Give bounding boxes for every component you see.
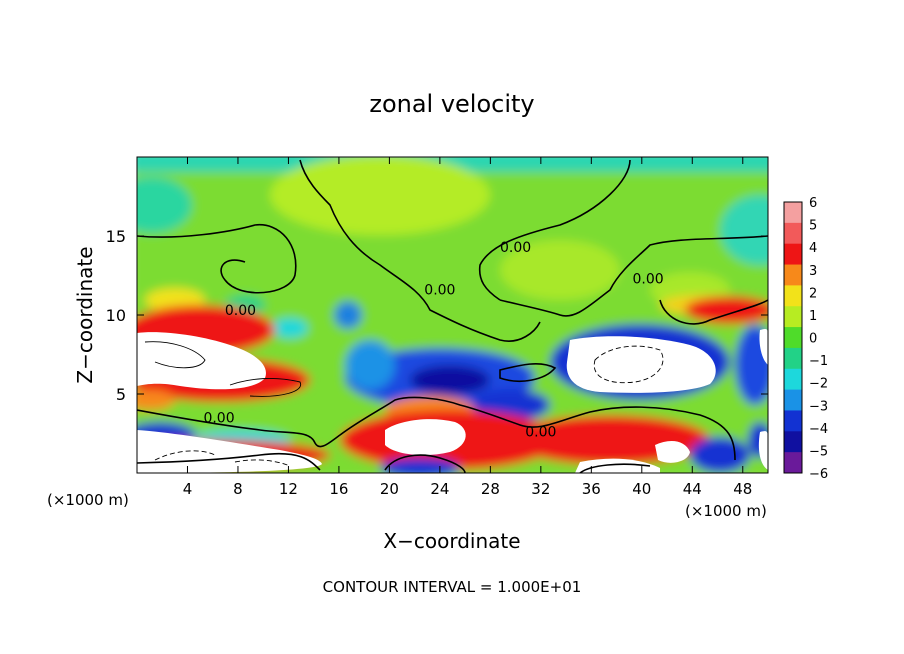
colorbar-label: −6 (809, 467, 828, 482)
colorbar-swatch (784, 389, 802, 411)
x-tick-label: 24 (430, 480, 449, 498)
x-tick-label: 48 (733, 480, 752, 498)
colorbar-label: 5 (809, 219, 817, 234)
contour-interval-note: CONTOUR INTERVAL = 1.000E+01 (323, 578, 582, 596)
x-unit-left: (×1000 m) (47, 491, 129, 509)
colorbar-label: 0 (809, 332, 817, 347)
colorbar-label: 1 (809, 309, 817, 324)
colorbar-swatch (784, 431, 802, 453)
contour-label: 0.00 (525, 425, 556, 441)
x-tick-label: 44 (683, 480, 702, 498)
y-tick-label: 10 (106, 306, 126, 325)
x-tick-label: 8 (233, 480, 243, 498)
contour-label: 0.00 (500, 240, 531, 256)
colorbar-swatch (784, 306, 802, 328)
colorbar-label: −2 (809, 377, 828, 392)
y-axis: 5 10 15 (106, 227, 768, 404)
colorbar-swatch (784, 327, 802, 349)
x-unit-right: (×1000 m) (685, 502, 767, 520)
x-axis: 4 8 12 16 20 24 28 32 36 40 44 48 (183, 157, 752, 498)
colorbar-label: −5 (809, 444, 828, 459)
colorbar-label: 3 (809, 264, 817, 279)
colorbar-swatch (784, 452, 802, 474)
colorbar-label: 2 (809, 286, 817, 301)
contours-thin (144, 341, 302, 397)
colorbar-swatch (784, 202, 802, 224)
y-tick-label: 5 (116, 385, 126, 404)
colorbar-swatch (784, 347, 802, 370)
zero-contours (137, 159, 768, 473)
colorbar-label: 6 (809, 196, 817, 211)
x-tick-label: 12 (279, 480, 298, 498)
colorbar-label: −4 (809, 422, 828, 437)
colorbar: 6 5 4 3 2 1 0 −1 −2 −3 −4 −5 −6 (783, 196, 828, 482)
y-axis-label: Z−coordinate (73, 246, 97, 383)
x-tick-label: 16 (329, 480, 348, 498)
contour-label: 0.00 (633, 271, 664, 287)
velocity-field (137, 157, 768, 473)
contour-label: 0.00 (203, 410, 234, 426)
colorbar-label: 4 (809, 241, 817, 256)
colorbar-swatch (784, 368, 802, 391)
x-tick-label: 40 (632, 480, 651, 498)
colorbar-swatch (784, 410, 802, 432)
colorbar-label: −3 (809, 399, 828, 414)
x-tick-label: 32 (531, 480, 550, 498)
chart-title: zonal velocity (369, 90, 534, 118)
contour-label: 0.00 (225, 303, 256, 319)
y-tick-label: 15 (106, 227, 126, 246)
colorbar-frame (783, 201, 803, 474)
contours-dashed (154, 345, 664, 467)
x-tick-label: 4 (183, 480, 193, 498)
x-tick-label: 28 (481, 480, 500, 498)
plot-area: 0.00 0.00 0.00 0.00 0.00 0.00 (137, 157, 768, 473)
contour-label: 0.00 (424, 282, 455, 298)
colorbar-swatch (784, 243, 802, 266)
x-axis-label: X−coordinate (383, 529, 520, 553)
colorbar-label: −1 (809, 354, 828, 369)
x-tick-label: 20 (380, 480, 399, 498)
colorbar-swatch (784, 264, 802, 286)
colorbar-swatch (784, 222, 802, 245)
x-tick-label: 36 (582, 480, 601, 498)
contour-labels: 0.00 0.00 0.00 0.00 0.00 0.00 (203, 240, 663, 441)
colorbar-swatch (784, 285, 802, 307)
